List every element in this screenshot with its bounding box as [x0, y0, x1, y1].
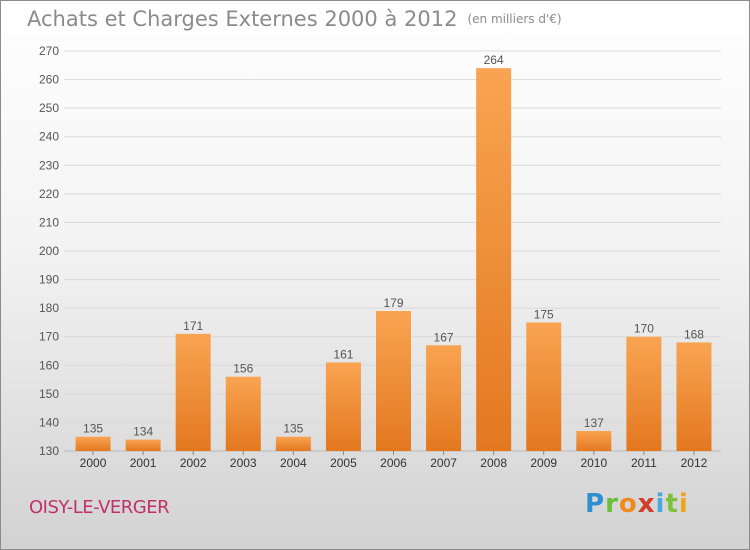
- x-tick-label-2005: 2005: [330, 456, 357, 470]
- bar-2006: [376, 311, 411, 451]
- y-tick-label: 200: [39, 244, 59, 258]
- y-tick-label: 180: [39, 301, 59, 315]
- y-tick-label: 220: [39, 187, 59, 201]
- x-tick-label-2011: 2011: [631, 456, 657, 470]
- value-label-2011: 170: [634, 322, 654, 336]
- x-tick-label-2003: 2003: [230, 456, 257, 470]
- logo-letter: r: [605, 489, 619, 519]
- value-label-2006: 179: [383, 296, 403, 310]
- bar-2007: [426, 345, 462, 451]
- bar-2005: [325, 362, 361, 451]
- title-unit: (en milliers d'€): [467, 12, 562, 26]
- title-main: Achats et Charges Externes 2000 à 2012: [27, 7, 458, 31]
- bar-2000: [75, 436, 111, 451]
- y-tick-label: 160: [39, 358, 59, 372]
- value-label-2010: 137: [584, 416, 604, 430]
- logo-letter: i: [678, 489, 689, 519]
- bar-2012: [676, 342, 712, 451]
- x-tick-label-2010: 2010: [580, 456, 607, 470]
- commune-name: OISY-LE-VERGER: [29, 497, 170, 518]
- x-tick-label-2004: 2004: [280, 456, 307, 470]
- value-label-2002: 171: [183, 319, 203, 333]
- value-label-2008: 264: [484, 53, 504, 67]
- proxiti-logo: Proxiti: [585, 489, 689, 519]
- value-label-2009: 175: [534, 307, 554, 321]
- bar-2008: [476, 68, 512, 452]
- y-tick-label: 210: [39, 215, 59, 229]
- bar-2009: [526, 322, 562, 451]
- y-tick-label: 130: [39, 444, 59, 458]
- logo-letter: i: [655, 489, 666, 519]
- logo-letter: P: [585, 489, 606, 519]
- y-tick-label: 250: [39, 101, 59, 115]
- logo-letter: x: [637, 489, 656, 519]
- y-tick-label: 170: [39, 330, 59, 344]
- logo-letter: o: [618, 489, 638, 519]
- bar-2003: [225, 376, 261, 451]
- y-tick-label: 150: [39, 387, 59, 401]
- y-tick-label: 270: [39, 44, 59, 58]
- chart-title: Achats et Charges Externes 2000 à 2012 (e…: [27, 7, 562, 31]
- x-tick-label-2001: 2001: [130, 456, 157, 470]
- bar-2001: [125, 439, 161, 451]
- value-label-2000: 135: [83, 422, 103, 436]
- value-label-2005: 161: [333, 347, 353, 361]
- x-tick-label-2002: 2002: [180, 456, 207, 470]
- value-label-2003: 156: [233, 362, 253, 376]
- value-label-2007: 167: [434, 330, 454, 344]
- value-label-2004: 135: [283, 422, 303, 436]
- y-tick-label: 190: [39, 273, 59, 287]
- bar-2010: [576, 431, 612, 451]
- value-label-2001: 134: [133, 425, 153, 439]
- y-tick-label: 230: [39, 158, 59, 172]
- bar-2002: [175, 333, 211, 451]
- y-tick-label: 260: [39, 73, 59, 87]
- x-tick-label-2012: 2012: [681, 456, 708, 470]
- x-tick-label-2007: 2007: [430, 456, 457, 470]
- y-tick-label: 240: [39, 130, 59, 144]
- x-tick-label-2006: 2006: [380, 456, 407, 470]
- logo-letter: t: [665, 489, 679, 519]
- value-label-2012: 168: [684, 327, 704, 341]
- x-tick-label-2000: 2000: [80, 456, 107, 470]
- bar-2011: [626, 336, 662, 451]
- x-tick-label-2008: 2008: [480, 456, 507, 470]
- y-tick-label: 140: [39, 415, 59, 429]
- bar-2004: [275, 436, 311, 451]
- x-tick-label-2009: 2009: [530, 456, 557, 470]
